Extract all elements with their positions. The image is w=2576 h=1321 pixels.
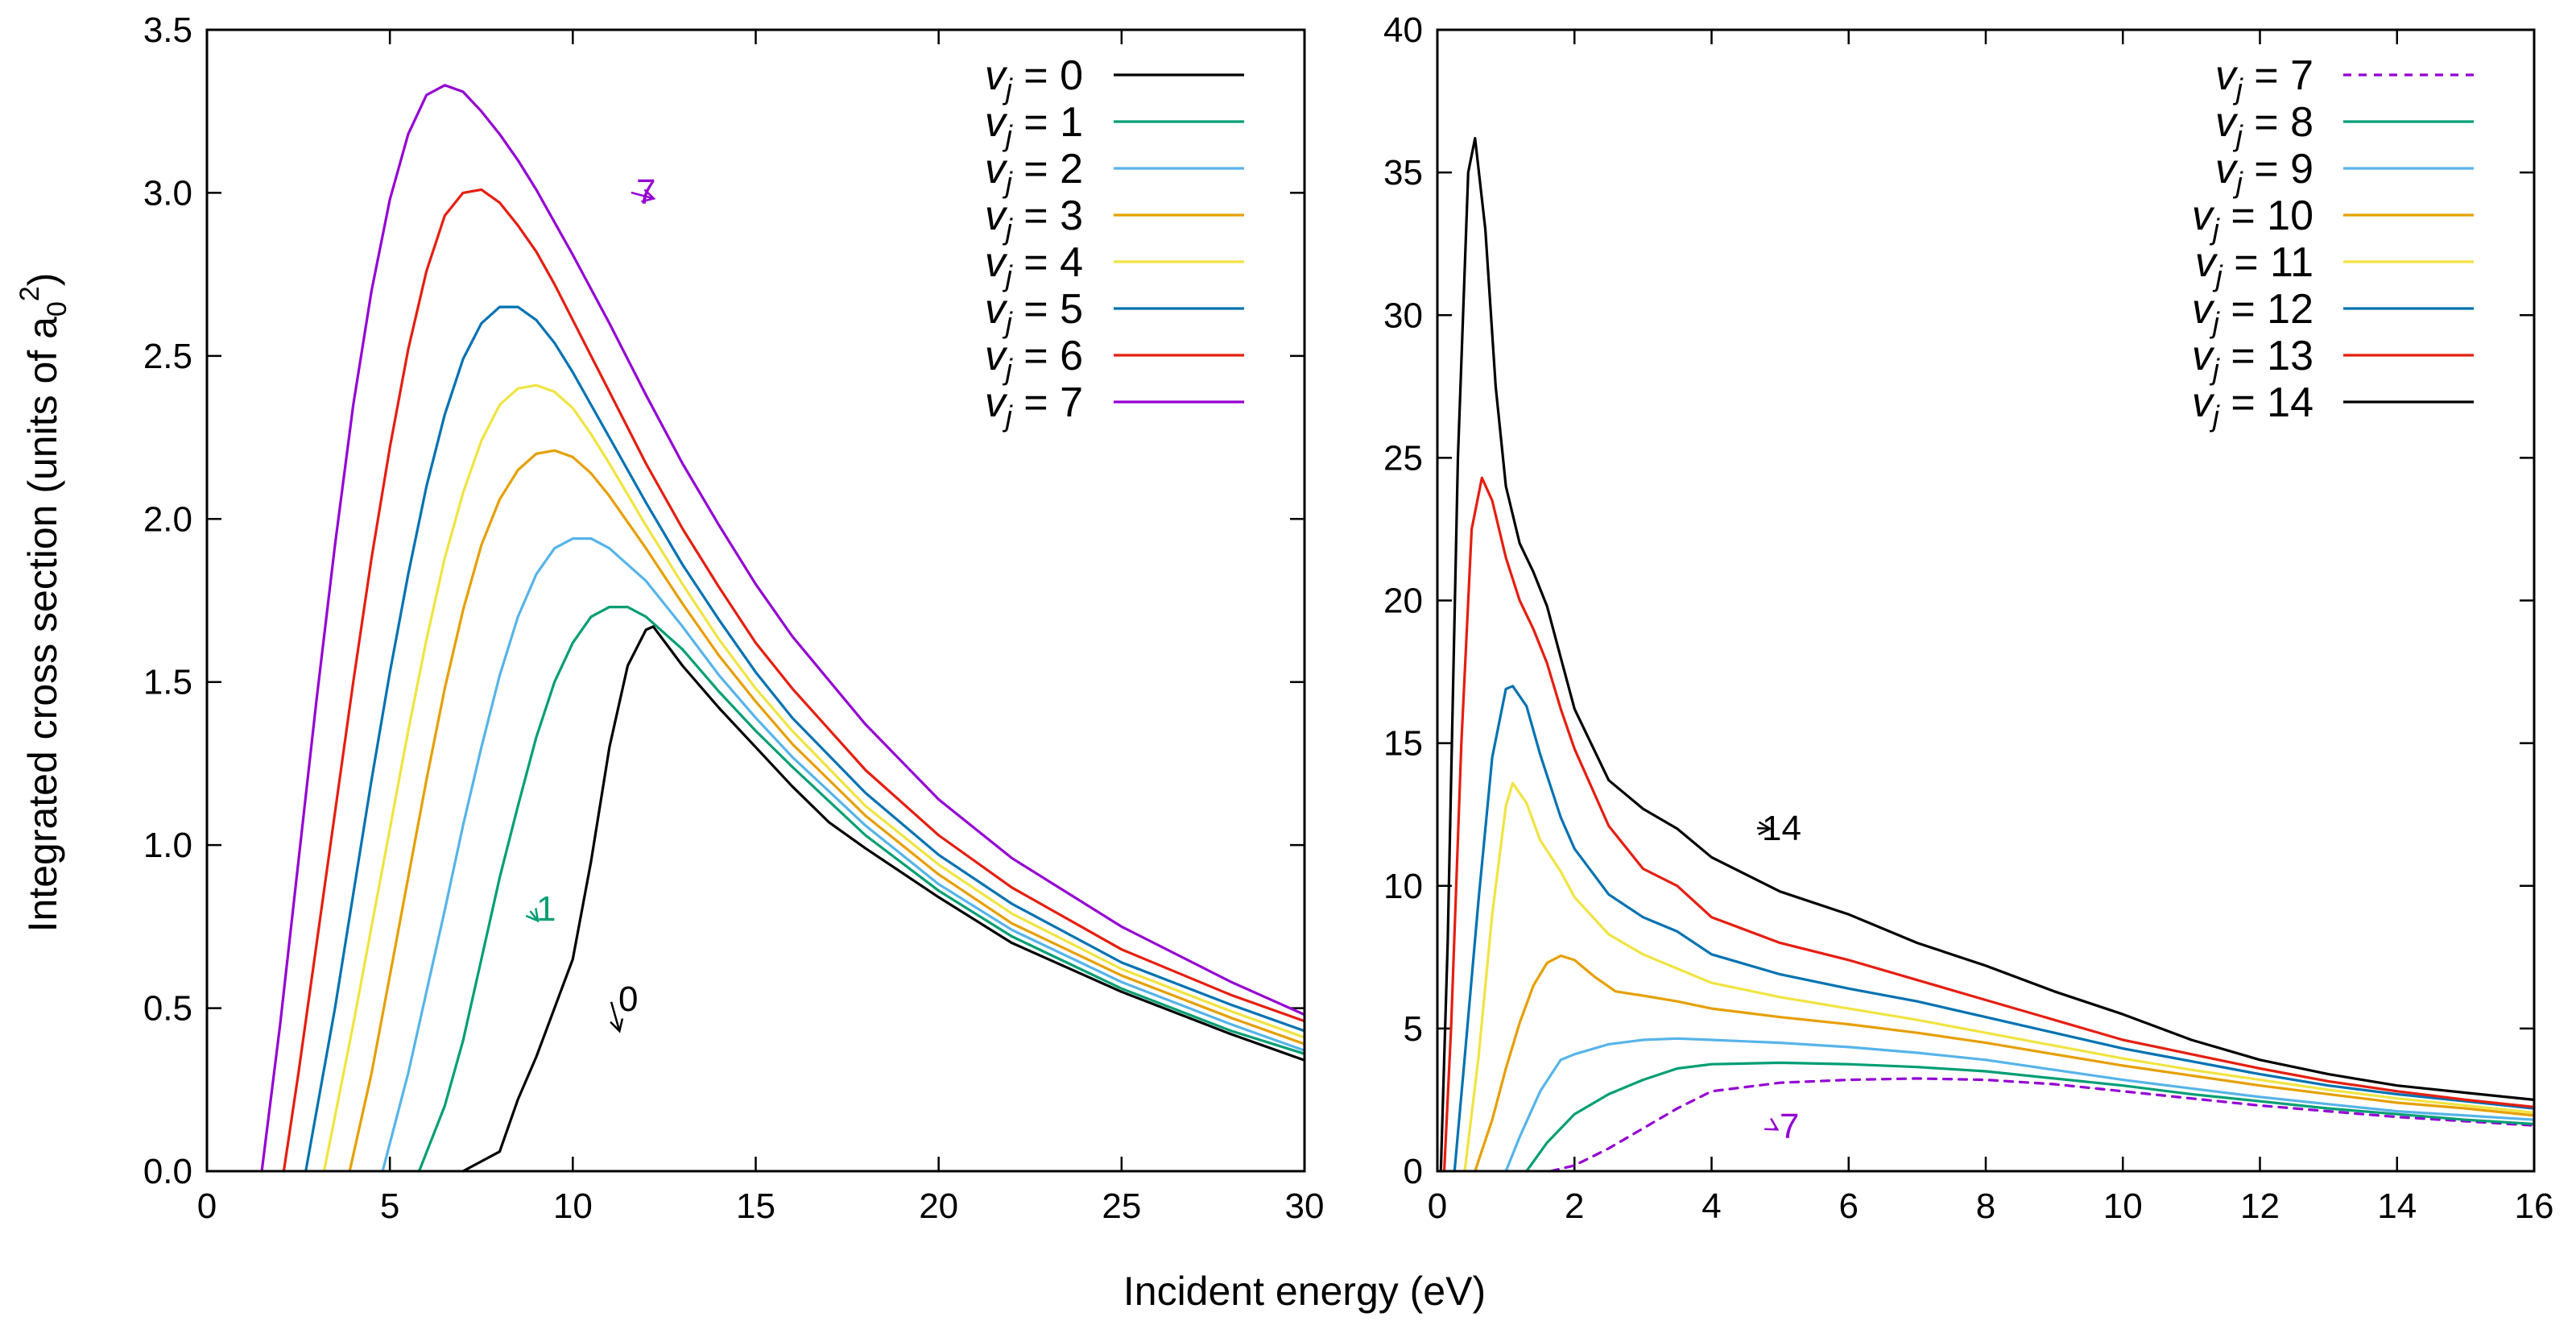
left-x-tick-label: 30 (1285, 1186, 1325, 1226)
annotation-arrowhead (525, 908, 540, 923)
legend-label: vj = 14 (2192, 379, 2313, 433)
left-x-tick-label: 20 (919, 1186, 958, 1226)
left-y-tick-label: 0.0 (143, 1152, 192, 1191)
left-series-line-v3 (348, 449, 1306, 1173)
right-series-line-v9 (1504, 1037, 2536, 1173)
right-x-tick-label: 8 (1976, 1186, 1995, 1226)
right-y-tick-label: 30 (1383, 296, 1423, 335)
left-series-line-v7 (260, 84, 1306, 1173)
right-series-line-v14 (1439, 137, 2536, 1173)
annotation-label: 0 (618, 979, 638, 1019)
annotation-arrow (631, 191, 655, 200)
left-y-tick-label: 1.5 (143, 663, 192, 702)
left-x-tick-label: 10 (553, 1186, 593, 1226)
annotation-arrow (610, 1001, 621, 1032)
annotation-label: 7 (636, 172, 655, 212)
left-series-line-v1 (417, 606, 1306, 1173)
right-y-tick-label: 5 (1404, 1009, 1423, 1049)
right-y-tick-label: 25 (1383, 438, 1423, 478)
left-x-tick-label: 15 (736, 1186, 775, 1226)
annotation-label: 14 (1762, 809, 1801, 848)
left-y-tick-label: 0.5 (143, 989, 192, 1029)
left-y-tick-label: 1.0 (143, 826, 192, 865)
annotation-arrowhead (641, 188, 656, 203)
legend-label: vj = 3 (985, 193, 1083, 246)
left-x-tick-label: 5 (380, 1186, 399, 1226)
legend-label: vj = 12 (2192, 286, 2313, 339)
annotation-arrowhead (1758, 821, 1772, 836)
right-x-tick-label: 14 (2377, 1186, 2417, 1226)
legend-label: vj = 2 (985, 146, 1083, 199)
left-x-tick-label: 25 (1102, 1186, 1141, 1226)
legend-label: vj = 5 (985, 286, 1083, 339)
right-y-tick-label: 0 (1404, 1152, 1423, 1191)
left-y-tick-label: 3.0 (143, 173, 192, 213)
right-x-tick-label: 10 (2103, 1186, 2143, 1226)
right-x-tick-label: 16 (2515, 1186, 2554, 1226)
right-y-tick-label: 40 (1383, 10, 1423, 50)
left-series-line-v2 (381, 537, 1306, 1173)
legend-label: vj = 7 (2215, 52, 2313, 106)
annotation-arrow (1756, 826, 1771, 830)
legend-label: vj = 1 (985, 99, 1083, 152)
right-y-tick-label: 35 (1383, 153, 1423, 193)
legend-label: vj = 0 (985, 52, 1083, 106)
left-series-line-v0 (461, 625, 1306, 1173)
left-y-axis-label: Integrated cross section (units of a02) (14, 273, 72, 933)
left-y-tick-label: 3.5 (143, 10, 192, 50)
right-y-tick-label: 10 (1383, 867, 1423, 906)
right-y-tick-label: 20 (1383, 582, 1423, 621)
left-series-line-v4 (322, 383, 1306, 1173)
right-x-tick-label: 0 (1428, 1186, 1447, 1226)
left-y-tick-label: 2.0 (143, 499, 192, 539)
left-y-tick-label: 2.5 (143, 337, 192, 376)
left-legend: vj = 0vj = 1vj = 2vj = 3vj = 4vj = 5vj =… (985, 52, 1244, 433)
legend-label: vj = 6 (985, 333, 1083, 386)
right-series-line-v11 (1463, 781, 2536, 1173)
right-series-line-v8 (1525, 1061, 2536, 1173)
right-x-tick-label: 12 (2240, 1186, 2280, 1226)
legend-label: vj = 4 (985, 239, 1083, 292)
legend-label: vj = 8 (2215, 99, 2313, 152)
right-series-line-v13 (1442, 476, 2536, 1173)
annotation-label: 1 (536, 889, 556, 929)
annotation-arrowhead (1764, 1117, 1780, 1131)
legend-label: vj = 13 (2192, 333, 2313, 386)
legend-label: vj = 9 (2215, 146, 2313, 199)
right-x-tick-label: 4 (1701, 1186, 1721, 1226)
right-x-tick-label: 2 (1565, 1186, 1584, 1226)
annotation-label: 7 (1780, 1107, 1799, 1146)
right-x-tick-label: 6 (1839, 1186, 1859, 1226)
annotation-arrowhead (610, 1018, 624, 1033)
left-panel: 0 5 10 15 20 25 300.00.51.01.52.02.53.03.5vj =… (143, 10, 1325, 1226)
right-series-line-v12 (1453, 685, 2536, 1173)
left-series-line-v6 (282, 188, 1306, 1173)
left-series-line-v5 (304, 305, 1306, 1173)
left-x-tick-label: 0 (197, 1186, 217, 1226)
right-series-line-v10 (1474, 954, 2536, 1173)
legend-label: vj = 10 (2192, 193, 2313, 246)
legend-label: vj = 7 (985, 379, 1083, 433)
legend-label: vj = 11 (2195, 239, 2313, 292)
shared-x-axis-label: Incident energy (eV) (1123, 1269, 1486, 1314)
left-plot-frame (205, 28, 1306, 1173)
right-series-line-v7 (1548, 1077, 2536, 1173)
right-y-tick-label: 15 (1383, 724, 1423, 764)
right-plot-frame (1436, 28, 2536, 1173)
